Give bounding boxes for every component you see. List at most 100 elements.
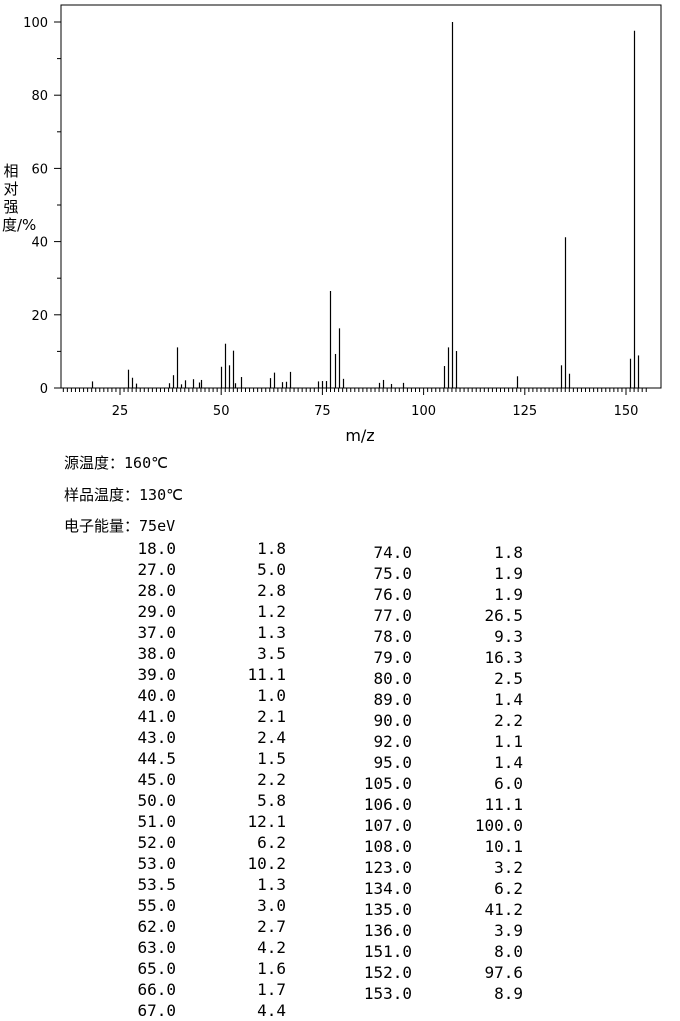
table-intensity-cell: 10.2 [247, 854, 286, 873]
table-mz-cell: 27.0 [137, 560, 176, 579]
table-intensity-cell: 1.9 [494, 564, 523, 583]
table-intensity-cell: 100.0 [474, 816, 523, 835]
table-intensity-cell: 6.0 [494, 774, 523, 793]
table-intensity-cell: 12.1 [247, 812, 286, 831]
source-temp-value: 160℃ [124, 454, 168, 472]
table-intensity-cell: 1.2 [257, 602, 286, 621]
table-mz-cell: 123.0 [363, 858, 412, 877]
table-intensity-cell: 1.4 [494, 690, 523, 709]
table-mz-cell: 77.0 [373, 606, 412, 625]
table-mz-cell: 136.0 [363, 921, 412, 940]
x-tick-label: 100 [411, 404, 436, 419]
table-intensity-cell: 1.5 [257, 749, 286, 768]
table-mz-cell: 51.0 [137, 812, 176, 831]
table-intensity-cell: 3.5 [257, 644, 286, 663]
table-mz-cell: 134.0 [363, 879, 412, 898]
table-intensity-cell: 97.6 [484, 963, 523, 982]
table-mz-cell: 39.0 [137, 665, 176, 684]
table-intensity-cell: 6.2 [494, 879, 523, 898]
table-intensity-cell: 2.2 [257, 770, 286, 789]
table-intensity-cell: 3.0 [257, 896, 286, 915]
table-mz-cell: 90.0 [373, 711, 412, 730]
mass-spectrum-chart: 25 50 75 100 125 150 0 20 40 60 80 100 m/z [23, 4, 662, 445]
table-intensity-cell: 6.2 [257, 833, 286, 852]
table-intensity-cell: 4.4 [257, 1001, 286, 1020]
table-intensity-cell: 2.2 [494, 711, 523, 730]
source-temperature: 源温度：160℃ [64, 452, 168, 473]
table-mz-cell: 40.0 [137, 686, 176, 705]
electron-energy-label: 电子能量： [64, 517, 140, 535]
x-tick-label: 25 [112, 404, 129, 419]
table-intensity-cell: 3.9 [494, 921, 523, 940]
table-mz-cell: 62.0 [137, 917, 176, 936]
table-intensity-cell: 8.9 [494, 984, 523, 1003]
table-mz-cell: 152.0 [363, 963, 412, 982]
table-intensity-cell: 1.3 [257, 623, 286, 642]
sample-temp-label: 样品温度： [64, 486, 140, 504]
table-mz-cell: 37.0 [137, 623, 176, 642]
electron-energy: 电子能量：75eV [64, 515, 175, 536]
table-mz-cell: 135.0 [363, 900, 412, 919]
x-tick-label: 50 [213, 404, 230, 419]
table-mz-cell: 95.0 [373, 753, 412, 772]
table-intensity-cell: 2.7 [257, 917, 286, 936]
table-mz-cell: 52.0 [137, 833, 176, 852]
table-intensity-cell: 10.1 [484, 837, 523, 856]
table-mz-cell: 29.0 [137, 602, 176, 621]
table-mz-cell: 45.0 [137, 770, 176, 789]
table-mz-cell: 53.5 [137, 875, 176, 894]
table-mz-cell: 153.0 [363, 984, 412, 1003]
table-intensity-cell: 1.8 [257, 539, 286, 558]
x-tick-label: 150 [614, 404, 639, 419]
table-mz-cell: 106.0 [363, 795, 412, 814]
table-intensity-cell: 5.8 [257, 791, 286, 810]
y-tick-label: 0 [40, 382, 48, 397]
table-intensity-cell: 8.0 [494, 942, 523, 961]
table-intensity-cell: 11.1 [247, 665, 286, 684]
table-mz-cell: 105.0 [363, 774, 412, 793]
table-mz-cell: 63.0 [137, 938, 176, 957]
table-mz-cell: 67.0 [137, 1001, 176, 1020]
table-mz-cell: 55.0 [137, 896, 176, 915]
y-tick-label: 40 [31, 236, 48, 251]
table-mz-cell: 28.0 [137, 581, 176, 600]
table-mz-cell: 92.0 [373, 732, 412, 751]
source-temp-label: 源温度： [64, 454, 125, 472]
table-intensity-cell: 41.2 [484, 900, 523, 919]
table-intensity-cell: 2.4 [257, 728, 286, 747]
table-intensity-cell: 1.4 [494, 753, 523, 772]
table-intensity-cell: 3.2 [494, 858, 523, 877]
table-mz-cell: 18.0 [137, 539, 176, 558]
table-intensity-cell: 9.3 [494, 627, 523, 646]
table-intensity-cell: 26.5 [484, 606, 523, 625]
y-tick-label: 60 [31, 162, 48, 177]
plot-frame [60, 4, 662, 389]
x-tick-label: 75 [314, 404, 331, 419]
table-mz-cell: 43.0 [137, 728, 176, 747]
y-tick-label: 20 [31, 309, 48, 324]
table-mz-cell: 44.5 [137, 749, 176, 768]
axis-ticks: 25 50 75 100 125 150 0 20 40 60 80 100 [23, 16, 647, 419]
table-mz-cell: 50.0 [137, 791, 176, 810]
x-tick-label: 125 [512, 404, 537, 419]
table-intensity-cell: 1.0 [257, 686, 286, 705]
table-intensity-cell: 1.9 [494, 585, 523, 604]
table-mz-cell: 80.0 [373, 669, 412, 688]
table-mz-cell: 53.0 [137, 854, 176, 873]
table-intensity-cell: 1.6 [257, 959, 286, 978]
table-mz-cell: 75.0 [373, 564, 412, 583]
y-tick-label: 100 [23, 16, 48, 31]
table-intensity-cell: 16.3 [484, 648, 523, 667]
table-mz-cell: 38.0 [137, 644, 176, 663]
sample-temp-value: 130℃ [139, 486, 183, 504]
y-tick-label: 80 [31, 89, 48, 104]
table-mz-cell: 89.0 [373, 690, 412, 709]
y-axis-label: 相对强度/% [2, 162, 37, 234]
table-intensity-cell: 11.1 [484, 795, 523, 814]
table-intensity-cell: 2.1 [257, 707, 286, 726]
table-intensity-cell: 1.8 [494, 543, 523, 562]
table-mz-cell: 79.0 [373, 648, 412, 667]
table-intensity-cell: 1.7 [257, 980, 286, 999]
x-axis-label: m/z [345, 426, 374, 445]
table-intensity-cell: 1.3 [257, 875, 286, 894]
